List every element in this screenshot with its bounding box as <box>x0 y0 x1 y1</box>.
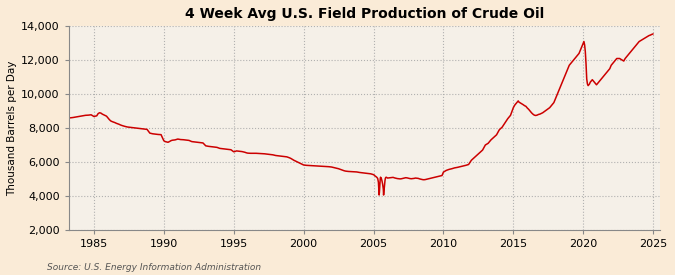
Title: 4 Week Avg U.S. Field Production of Crude Oil: 4 Week Avg U.S. Field Production of Crud… <box>185 7 544 21</box>
Text: Source: U.S. Energy Information Administration: Source: U.S. Energy Information Administ… <box>47 263 261 272</box>
Y-axis label: Thousand Barrels per Day: Thousand Barrels per Day <box>7 60 17 196</box>
